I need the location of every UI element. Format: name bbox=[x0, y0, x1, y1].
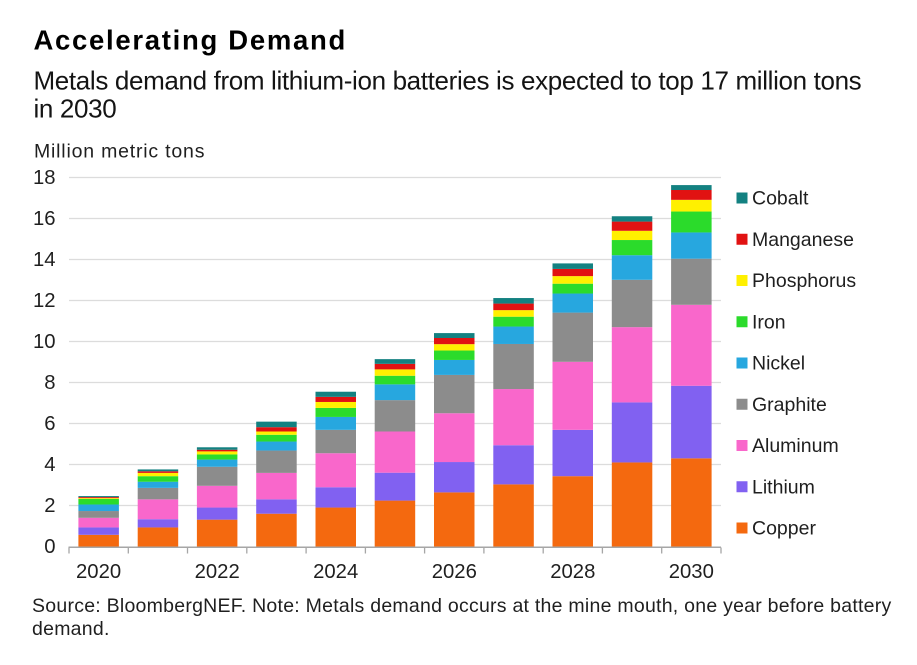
svg-text:12: 12 bbox=[33, 290, 56, 312]
svg-text:in 2030: in 2030 bbox=[34, 94, 117, 124]
svg-text:demand.: demand. bbox=[32, 618, 110, 640]
svg-text:Nickel: Nickel bbox=[752, 353, 805, 375]
svg-text:0: 0 bbox=[44, 536, 55, 558]
svg-text:Accelerating Demand: Accelerating Demand bbox=[34, 25, 348, 56]
svg-text:Phosphorus: Phosphorus bbox=[752, 270, 856, 292]
svg-text:2024: 2024 bbox=[313, 561, 358, 583]
svg-text:2030: 2030 bbox=[669, 561, 714, 583]
svg-text:16: 16 bbox=[33, 208, 56, 230]
svg-text:6: 6 bbox=[44, 413, 55, 435]
svg-text:2026: 2026 bbox=[432, 561, 477, 583]
svg-text:4: 4 bbox=[44, 454, 55, 476]
svg-text:Copper: Copper bbox=[752, 518, 816, 540]
svg-text:2: 2 bbox=[44, 495, 55, 517]
svg-text:Manganese: Manganese bbox=[752, 229, 854, 251]
svg-text:Source: BloombergNEF. Note: Me: Source: BloombergNEF. Note: Metals deman… bbox=[32, 595, 892, 617]
svg-text:Aluminum: Aluminum bbox=[752, 435, 839, 457]
svg-text:2022: 2022 bbox=[195, 561, 240, 583]
svg-text:Iron: Iron bbox=[752, 311, 786, 333]
svg-text:8: 8 bbox=[44, 372, 55, 394]
svg-text:Million metric tons: Million metric tons bbox=[34, 141, 205, 163]
svg-text:18: 18 bbox=[33, 167, 56, 189]
svg-text:2028: 2028 bbox=[550, 561, 595, 583]
svg-text:Lithium: Lithium bbox=[752, 476, 815, 498]
svg-text:10: 10 bbox=[33, 331, 56, 353]
svg-text:Graphite: Graphite bbox=[752, 394, 827, 416]
svg-text:14: 14 bbox=[33, 249, 56, 271]
svg-text:Metals demand from lithium-ion: Metals demand from lithium-ion batteries… bbox=[34, 66, 862, 96]
svg-text:Cobalt: Cobalt bbox=[752, 188, 809, 210]
svg-text:2020: 2020 bbox=[76, 561, 121, 583]
